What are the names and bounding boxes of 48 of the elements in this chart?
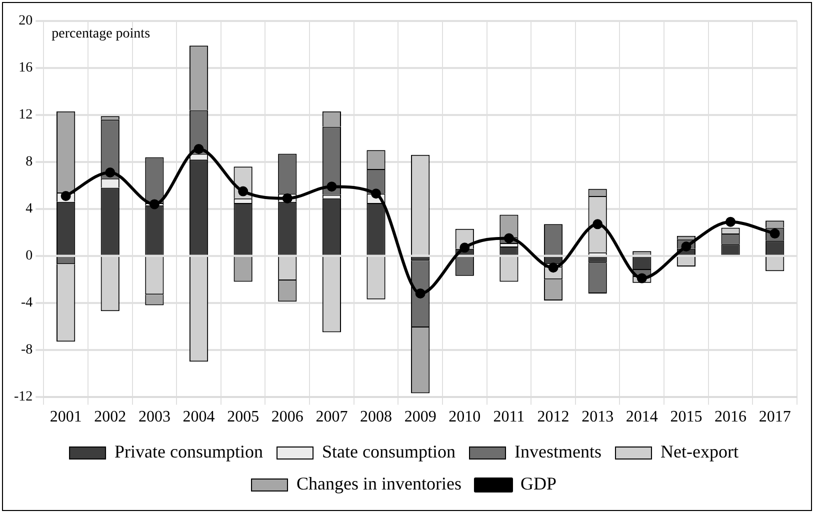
x-tick-label: 2016 (714, 408, 747, 426)
x-tick-label: 2008 (360, 408, 392, 426)
legend-label: GDP (520, 474, 556, 494)
legend-label: Private consumption (114, 442, 264, 462)
y-tick-label: 8 (26, 154, 33, 170)
x-tick-label: 2014 (626, 408, 658, 426)
x-tick-label: 2015 (670, 408, 702, 426)
x-tick-label: 2005 (227, 408, 260, 426)
x-tick-label: 2013 (582, 408, 614, 426)
point (238, 186, 248, 196)
x-tick-label: 2001 (50, 408, 82, 426)
x-tick-label: 2009 (404, 408, 436, 426)
point (592, 219, 603, 230)
y-tick-label: 4 (26, 202, 33, 217)
x-tick-label: 2004 (182, 408, 215, 426)
annotation: percentage points (52, 26, 150, 42)
point (504, 233, 514, 244)
y-tick-label: 0 (26, 248, 33, 264)
legend-label: Net-export (660, 442, 738, 462)
point (371, 188, 382, 199)
x-tick-label: 2002 (94, 408, 126, 426)
point (415, 288, 426, 298)
x-tick-label: 2011 (493, 408, 525, 426)
y-tick-label: -8 (20, 342, 33, 358)
y-tick-label: -4 (20, 296, 33, 311)
x-tick-label: 2007 (316, 408, 348, 426)
point (326, 182, 337, 192)
point (681, 241, 692, 252)
x-tick-label: 2006 (271, 408, 304, 426)
point (149, 199, 160, 210)
point (60, 190, 71, 201)
x-tick-label: 2003 (138, 408, 170, 426)
y-tick-label: 20 (18, 14, 33, 29)
x-tick-label: 2010 (448, 408, 481, 426)
point (726, 216, 736, 227)
point (194, 144, 204, 154)
legend-label: Changes in inventories (296, 474, 462, 494)
y-tick-label: -12 (14, 389, 33, 404)
point (105, 167, 116, 178)
x-tick-label: 2017 (758, 408, 791, 426)
y-tick-label: 16 (18, 60, 33, 76)
y-tick-label: 12 (18, 108, 33, 123)
point (282, 193, 292, 204)
point (636, 273, 647, 284)
legend-label: State consumption (322, 442, 456, 462)
legend-label: Investments (514, 442, 602, 462)
x-tick-label: 2012 (537, 408, 570, 426)
point (460, 242, 470, 253)
